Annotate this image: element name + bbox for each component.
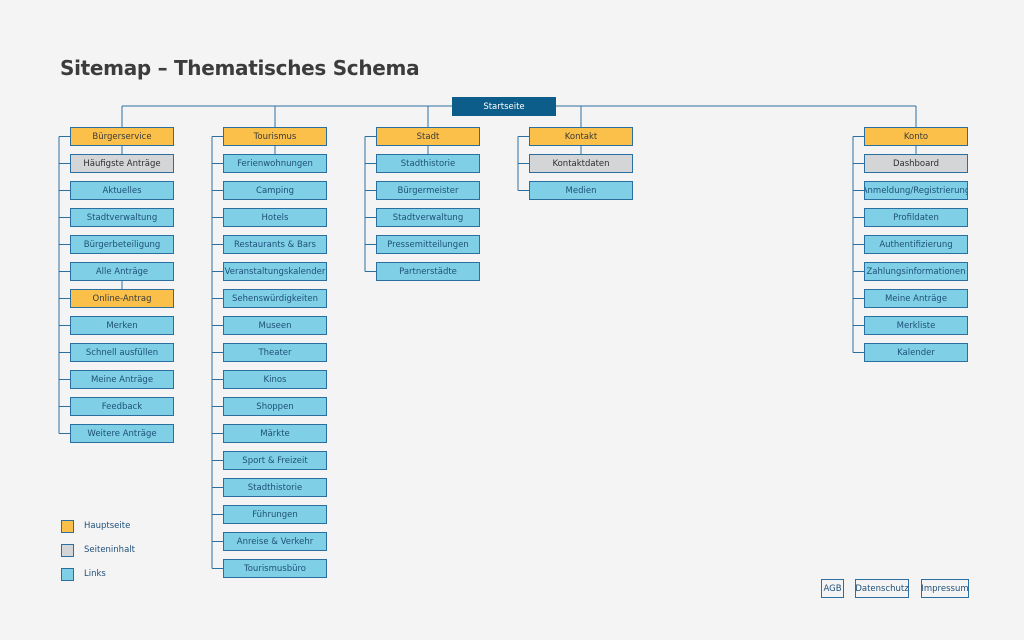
link-node[interactable]: Schnell ausfüllen — [70, 343, 174, 362]
link-node[interactable]: Anreise & Verkehr — [223, 532, 327, 551]
link-node[interactable]: Weitere Anträge — [70, 424, 174, 443]
content-node[interactable]: Dashboard — [864, 154, 968, 173]
link-node[interactable]: Zahlungsinformationen — [864, 262, 968, 281]
legend-swatch — [61, 520, 74, 533]
link-node[interactable]: Stadtverwaltung — [376, 208, 480, 227]
content-node[interactable]: Kontaktdaten — [529, 154, 633, 173]
link-node[interactable]: Aktuelles — [70, 181, 174, 200]
legend-swatch — [61, 568, 74, 581]
footer-link-datenschutz[interactable]: Datenschutz — [855, 579, 909, 598]
legend-label: Hauptseite — [84, 521, 131, 531]
link-node[interactable]: Sport & Freizeit — [223, 451, 327, 470]
footer-link-impressum[interactable]: Impressum — [921, 579, 969, 598]
link-node[interactable]: Shoppen — [223, 397, 327, 416]
link-node[interactable]: Merken — [70, 316, 174, 335]
link-node[interactable]: Profildaten — [864, 208, 968, 227]
link-node[interactable]: Bürgerbeteiligung — [70, 235, 174, 254]
link-node[interactable]: Kinos — [223, 370, 327, 389]
link-node[interactable]: Kalender — [864, 343, 968, 362]
link-node[interactable]: Ferienwohnungen — [223, 154, 327, 173]
link-node[interactable]: Stadtverwaltung — [70, 208, 174, 227]
section-online-antrag[interactable]: Online-Antrag — [70, 289, 174, 308]
link-node[interactable]: Bürgermeister — [376, 181, 480, 200]
link-node[interactable]: Meine Anträge — [864, 289, 968, 308]
link-node[interactable]: Medien — [529, 181, 633, 200]
link-node[interactable]: Veranstaltungskalender — [223, 262, 327, 281]
link-node[interactable]: Pressemitteilungen — [376, 235, 480, 254]
link-node[interactable]: Theater — [223, 343, 327, 362]
link-node[interactable]: Authentifizierung — [864, 235, 968, 254]
link-node[interactable]: Partnerstädte — [376, 262, 480, 281]
section-tourismus[interactable]: Tourismus — [223, 127, 327, 146]
root-node-startseite[interactable]: Startseite — [452, 97, 556, 116]
link-node[interactable]: Stadthistorie — [376, 154, 480, 173]
link-node[interactable]: Märkte — [223, 424, 327, 443]
link-node[interactable]: Stadthistorie — [223, 478, 327, 497]
content-node[interactable]: Häufigste Anträge — [70, 154, 174, 173]
link-node[interactable]: Führungen — [223, 505, 327, 524]
link-node[interactable]: Feedback — [70, 397, 174, 416]
section-b-rgerservice[interactable]: Bürgerservice — [70, 127, 174, 146]
footer-link-agb[interactable]: AGB — [821, 579, 844, 598]
legend-label: Seiteninhalt — [84, 545, 135, 555]
section-stadt[interactable]: Stadt — [376, 127, 480, 146]
link-node[interactable]: Hotels — [223, 208, 327, 227]
legend-label: Links — [84, 569, 106, 579]
page-title: Sitemap – Thematisches Schema — [60, 56, 420, 80]
link-node[interactable]: Merkliste — [864, 316, 968, 335]
section-kontakt[interactable]: Kontakt — [529, 127, 633, 146]
link-node[interactable]: Tourismusbüro — [223, 559, 327, 578]
link-node[interactable]: Museen — [223, 316, 327, 335]
link-node[interactable]: Sehenswürdigkeiten — [223, 289, 327, 308]
link-node[interactable]: Restaurants & Bars — [223, 235, 327, 254]
link-node[interactable]: Camping — [223, 181, 327, 200]
legend-swatch — [61, 544, 74, 557]
link-node[interactable]: Anmeldung/Registrierung — [864, 181, 968, 200]
link-node[interactable]: Alle Anträge — [70, 262, 174, 281]
section-konto[interactable]: Konto — [864, 127, 968, 146]
link-node[interactable]: Meine Anträge — [70, 370, 174, 389]
